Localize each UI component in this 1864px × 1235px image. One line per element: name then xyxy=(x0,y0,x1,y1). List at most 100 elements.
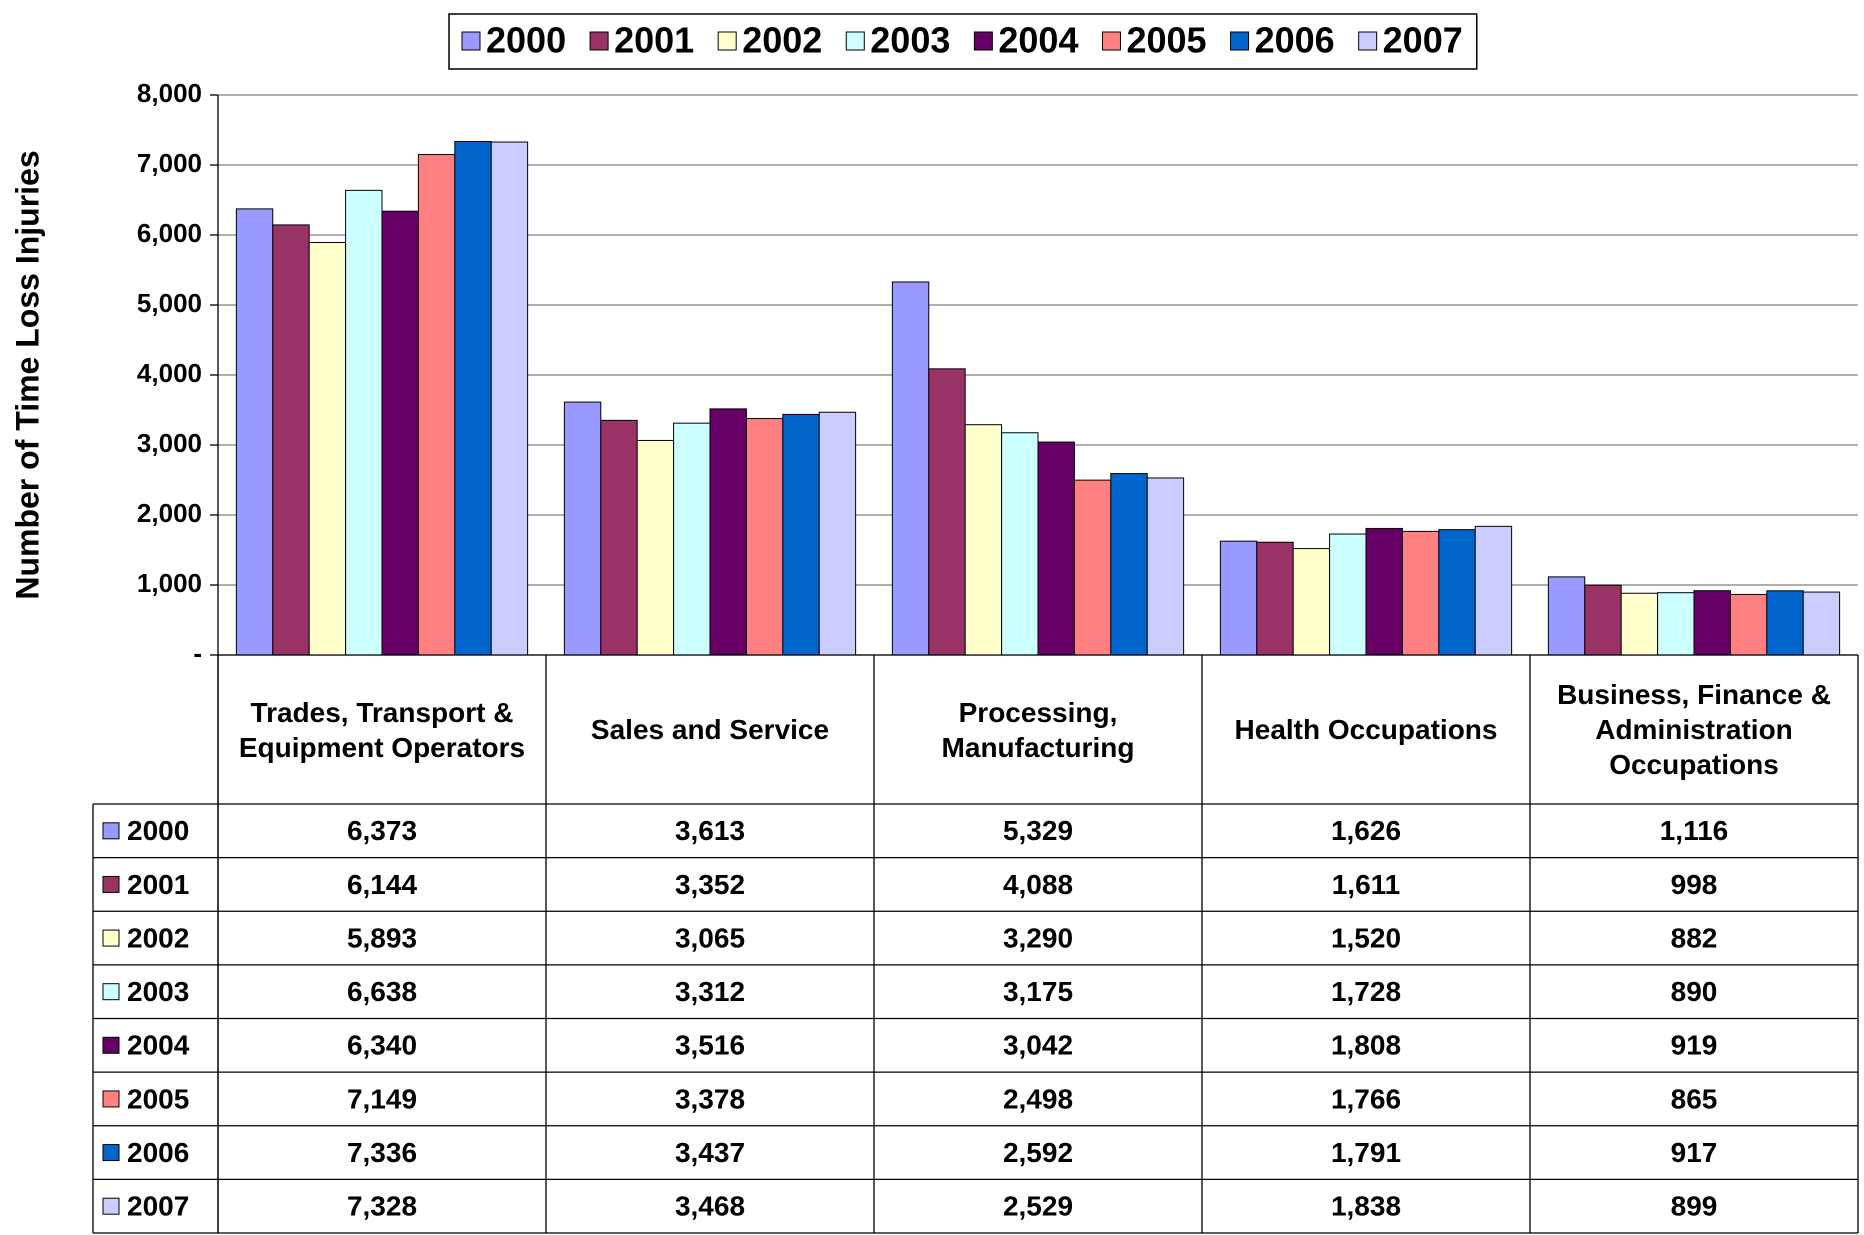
table-value: 5,329 xyxy=(1003,815,1073,846)
legend: 2000 2001 2002 2003 2004 2005 2006 2007 xyxy=(448,13,1478,70)
bar xyxy=(272,224,310,656)
bar xyxy=(1693,590,1731,656)
bar xyxy=(1547,576,1586,656)
y-tick-label: 1,000 xyxy=(137,568,202,598)
bar xyxy=(1292,548,1331,656)
table-value: 1,611 xyxy=(1332,869,1401,900)
y-tick-label: 4,000 xyxy=(137,358,202,388)
row-label: 2001 xyxy=(127,869,189,900)
bar xyxy=(1110,473,1148,656)
legend-key xyxy=(1358,31,1378,51)
table-value: 1,808 xyxy=(1331,1030,1401,1061)
bar xyxy=(1073,479,1112,656)
bar xyxy=(1657,592,1695,656)
bar xyxy=(1219,540,1258,656)
legend-key xyxy=(1101,31,1121,51)
table-value: 7,149 xyxy=(347,1083,417,1114)
legend-key xyxy=(102,875,120,893)
table-value: 2,592 xyxy=(1003,1137,1073,1168)
legend-label: 2004 xyxy=(998,20,1078,61)
bar xyxy=(1365,527,1403,656)
bar xyxy=(1146,477,1185,656)
bar xyxy=(1001,432,1039,656)
table-value: 1,791 xyxy=(1331,1137,1401,1168)
x-tick-label: Trades, Transport & Equipment Operators xyxy=(238,696,526,763)
table-value: 2,529 xyxy=(1003,1191,1073,1222)
bar xyxy=(1256,541,1294,656)
x-tick-label: Business, Finance & Administration Occup… xyxy=(1557,679,1831,780)
table-value: 3,042 xyxy=(1003,1030,1073,1061)
bar xyxy=(1401,530,1440,656)
x-tick-label: Health Occupations xyxy=(1234,714,1498,745)
category-cell: Health Occupations xyxy=(1234,714,1498,745)
table-value: 3,613 xyxy=(675,815,745,846)
bar xyxy=(563,401,602,656)
bar xyxy=(818,411,857,656)
table-value: 865 xyxy=(1671,1083,1718,1114)
legend-box xyxy=(448,13,1478,70)
table-value: 4,088 xyxy=(1003,869,1073,900)
table-value: 1,520 xyxy=(1331,922,1401,953)
table-value: 3,065 xyxy=(675,922,745,953)
row-label: 2007 xyxy=(127,1191,189,1222)
bar xyxy=(1729,593,1768,656)
bar xyxy=(345,189,383,656)
bar xyxy=(1802,591,1841,656)
legend-key xyxy=(102,929,120,947)
legend-label: 2006 xyxy=(1255,20,1335,61)
table-value: 1,116 xyxy=(1660,815,1729,846)
bar xyxy=(600,419,638,656)
y-tick-label: 2,000 xyxy=(137,498,202,528)
table-value: 3,378 xyxy=(675,1083,745,1114)
bar xyxy=(381,210,419,656)
bar xyxy=(1474,525,1513,656)
bar xyxy=(673,422,711,656)
legend-label: 2002 xyxy=(742,20,822,61)
table-value: 3,516 xyxy=(675,1030,745,1061)
bar xyxy=(308,241,347,656)
table-value: 3,290 xyxy=(1003,922,1073,953)
legend-key xyxy=(102,1090,120,1108)
row-label: 2000 xyxy=(127,815,189,846)
x-tick-label: Sales and Service xyxy=(590,714,830,745)
y-tick-label: 5,000 xyxy=(137,288,202,318)
bar xyxy=(235,208,274,656)
table-value: 6,638 xyxy=(347,976,417,1007)
table-value: 2,498 xyxy=(1003,1083,1073,1114)
legend-label: 2005 xyxy=(1126,20,1206,61)
bar xyxy=(928,368,966,656)
y-tick-label: 8,000 xyxy=(137,78,202,108)
legend-label: 2000 xyxy=(486,20,566,61)
legend-key xyxy=(717,31,737,51)
table-value: 5,893 xyxy=(347,922,417,953)
table-value: 3,437 xyxy=(675,1137,745,1168)
table-value: 1,626 xyxy=(1331,815,1401,846)
table-value: 3,312 xyxy=(675,976,745,1007)
table-value: 6,373 xyxy=(347,815,417,846)
table-value: 1,766 xyxy=(1331,1083,1401,1114)
table-value: 6,144 xyxy=(347,869,417,900)
bar xyxy=(745,418,784,656)
bar xyxy=(1037,441,1075,656)
bar xyxy=(1584,584,1622,656)
legend-label: 2007 xyxy=(1383,20,1463,61)
table-value: 882 xyxy=(1671,922,1718,953)
table-value: 890 xyxy=(1671,976,1718,1007)
row-label: 2003 xyxy=(127,976,189,1007)
row-label: 2004 xyxy=(127,1030,190,1061)
legend-key xyxy=(102,1197,120,1215)
legend-key xyxy=(102,1036,120,1054)
legend-key xyxy=(461,31,481,51)
bar xyxy=(1438,529,1476,656)
table-value: 998 xyxy=(1671,869,1718,900)
bar xyxy=(1766,590,1804,656)
legend-key xyxy=(102,822,120,840)
legend-key xyxy=(1230,31,1250,51)
y-tick-label: 7,000 xyxy=(137,148,202,178)
table-value: 899 xyxy=(1671,1191,1718,1222)
bar xyxy=(782,413,820,656)
y-tick-label: 3,000 xyxy=(137,428,202,458)
bar xyxy=(636,439,675,656)
legend-key xyxy=(589,31,609,51)
